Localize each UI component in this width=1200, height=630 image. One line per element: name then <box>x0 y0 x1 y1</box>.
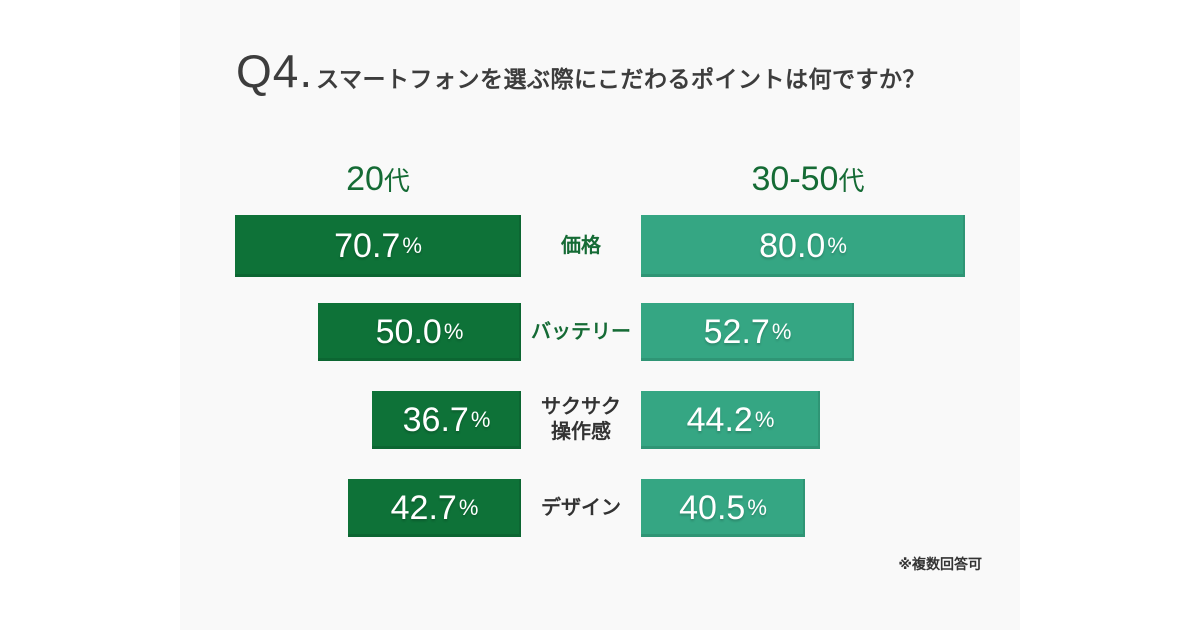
percent-sign: % <box>771 319 792 344</box>
question-number: Q4. <box>236 45 314 97</box>
category-label-サクサク操作感: サクサク 操作感 <box>521 391 641 449</box>
bar-value: 70.7 <box>334 227 401 265</box>
category-label-価格: 価格 <box>521 215 641 277</box>
bar-value: 42.7 <box>390 489 457 527</box>
bar-value: 52.7 <box>703 313 770 351</box>
percent-sign: % <box>443 319 464 344</box>
bar-30-50s-バッテリー: 52.7% <box>641 303 854 361</box>
bar-20s-サクサク操作感: 36.7% <box>372 391 521 449</box>
bar-value: 40.5 <box>679 489 746 527</box>
percent-sign: % <box>747 495 767 520</box>
bar-value: 44.2 <box>686 401 753 439</box>
bar-value: 50.0 <box>375 313 442 351</box>
category-label-line: バッテリー <box>531 320 631 343</box>
question-text: スマートフォンを選ぶ際にこだわるポイントは何ですか？ <box>316 66 927 92</box>
percent-sign: % <box>827 233 847 258</box>
percent-sign: % <box>470 407 491 432</box>
category-label-line: 操作感 <box>551 421 611 443</box>
group-header-30-50s-number: 30-50 <box>751 160 839 198</box>
group-header-30-50s-suffix: 代 <box>838 166 865 196</box>
group-header-30-50s: 30-50代 <box>658 160 958 199</box>
group-header-20s: 20代 <box>228 160 528 199</box>
percent-sign: % <box>754 407 775 432</box>
bar-20s-価格: 70.7% <box>235 215 521 277</box>
bar-value: 36.7 <box>402 401 469 439</box>
category-label-line: デザイン <box>541 496 621 519</box>
group-header-20s-number: 20 <box>346 160 384 198</box>
bar-value: 80.0 <box>759 227 826 265</box>
bar-20s-バッテリー: 50.0% <box>318 303 521 361</box>
chart-title: Q4. スマートフォンを選ぶ際にこだわるポイントは何ですか？ <box>236 44 926 98</box>
category-label-line: サクサク <box>541 396 621 418</box>
percent-sign: % <box>402 233 422 258</box>
percent-sign: % <box>458 495 479 520</box>
bar-30-50s-デザイン: 40.5% <box>641 479 805 537</box>
group-header-20s-suffix: 代 <box>383 166 410 196</box>
category-label-バッテリー: バッテリー <box>521 303 641 361</box>
category-label-line: 価格 <box>561 234 601 257</box>
bar-30-50s-価格: 80.0% <box>641 215 965 277</box>
bar-30-50s-サクサク操作感: 44.2% <box>641 391 820 449</box>
bar-20s-デザイン: 42.7% <box>348 479 521 537</box>
category-label-デザイン: デザイン <box>521 479 641 537</box>
footnote-multiple-answers: ※複数回答可 <box>898 556 982 572</box>
